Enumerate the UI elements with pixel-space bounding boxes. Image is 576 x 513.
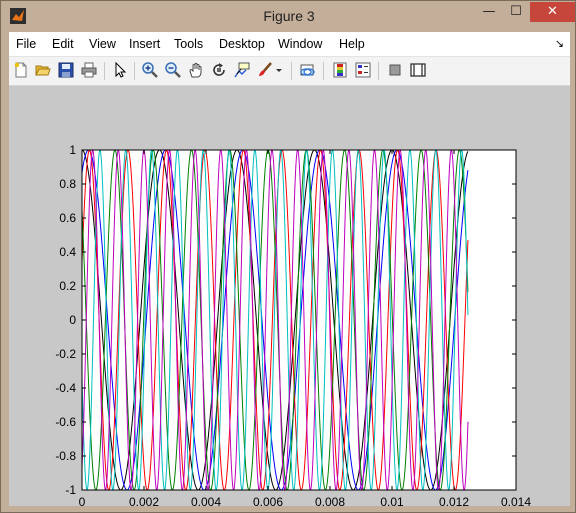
plot-svg: 0 0.002 0.004 0.006 0.008 0.01 0.012 0.014 -1 -0.… <box>55 143 531 509</box>
x-tick-label: 0.008 <box>315 495 345 506</box>
x-tick-label: 0.004 <box>191 495 221 506</box>
menu-help[interactable]: Help <box>339 37 365 51</box>
close-button[interactable]: ✕ <box>530 2 575 22</box>
y-tick-label: 0.4 <box>59 245 76 259</box>
brush-dropdown-icon[interactable] <box>274 61 284 79</box>
zoom-out-icon[interactable] <box>164 61 182 79</box>
menu-file[interactable]: File <box>16 37 37 51</box>
menu-tools[interactable]: Tools <box>174 37 204 51</box>
menu-view[interactable]: View <box>89 37 116 51</box>
y-tick-label: 0.8 <box>59 177 76 191</box>
y-tick-label: 1 <box>69 143 76 157</box>
x-tick-label: 0.012 <box>439 495 469 506</box>
x-tick-label: 0.014 <box>501 495 531 506</box>
insert-colorbar-icon[interactable] <box>331 61 349 79</box>
x-tick-label: 0.002 <box>129 495 159 506</box>
toolbar-separator <box>291 62 292 80</box>
title-bar[interactable]: Figure 3 — ☐ ✕ <box>1 1 576 31</box>
figure-client-area: File Edit View Insert Tools Desktop Wind… <box>9 32 570 509</box>
open-file-icon[interactable] <box>34 61 52 79</box>
edit-plot-arrow-icon[interactable] <box>111 61 129 79</box>
axes-background <box>82 150 516 490</box>
y-tick-label: -0.6 <box>55 415 76 429</box>
y-tick-label: 0 <box>69 313 76 327</box>
data-cursor-icon[interactable] <box>233 61 251 79</box>
matlab-app-icon <box>10 8 26 24</box>
menu-desktop[interactable]: Desktop <box>219 37 265 51</box>
y-tick-label: -0.8 <box>55 449 76 463</box>
zoom-in-icon[interactable] <box>141 61 159 79</box>
brush-icon[interactable] <box>256 61 274 79</box>
y-tick-label: -0.4 <box>55 381 76 395</box>
y-tick-label: -1 <box>65 483 76 497</box>
new-figure-icon[interactable] <box>12 61 30 79</box>
figure-toolbar <box>9 57 570 86</box>
dock-figure-icon[interactable]: ↘ <box>554 37 564 50</box>
toolbar-separator <box>104 62 105 80</box>
rotate-3d-icon[interactable] <box>210 61 228 79</box>
tick-layer: 0 0.002 0.004 0.006 0.008 0.01 0.012 0.014 -1 -0.… <box>55 143 531 509</box>
minimize-button[interactable]: — <box>482 4 496 19</box>
hide-plot-tools-icon[interactable] <box>386 61 404 79</box>
y-tick-label: 0.6 <box>59 211 76 225</box>
x-tick-label: 0.01 <box>380 495 404 506</box>
insert-legend-icon[interactable] <box>354 61 372 79</box>
x-tick-label: 0.006 <box>253 495 283 506</box>
save-icon[interactable] <box>57 61 75 79</box>
maximize-button[interactable]: ☐ <box>510 4 522 19</box>
series-line-2 <box>81 149 469 491</box>
figure-canvas: 0 0.002 0.004 0.006 0.008 0.01 0.012 0.014 -1 -0.… <box>9 86 570 509</box>
y-tick-label: 0.2 <box>59 279 76 293</box>
series-line-6 <box>81 148 469 492</box>
y-tick-label: -0.2 <box>55 347 76 361</box>
show-plot-tools-icon[interactable] <box>409 61 427 79</box>
toolbar-separator <box>134 62 135 80</box>
menu-insert[interactable]: Insert <box>129 37 161 51</box>
menu-window[interactable]: Window <box>278 37 323 51</box>
menu-edit[interactable]: Edit <box>52 37 74 51</box>
window-title: Figure 3 <box>263 8 315 24</box>
toolbar-separator <box>323 62 324 80</box>
link-plot-icon[interactable] <box>299 61 317 79</box>
pan-hand-icon[interactable] <box>187 61 205 79</box>
series-line-5 <box>81 148 469 492</box>
menu-bar: File Edit View Insert Tools Desktop Wind… <box>9 32 570 57</box>
series-line-4 <box>81 149 469 491</box>
print-icon[interactable] <box>80 61 98 79</box>
toolbar-separator <box>378 62 379 80</box>
x-tick-label: 0 <box>79 495 86 506</box>
